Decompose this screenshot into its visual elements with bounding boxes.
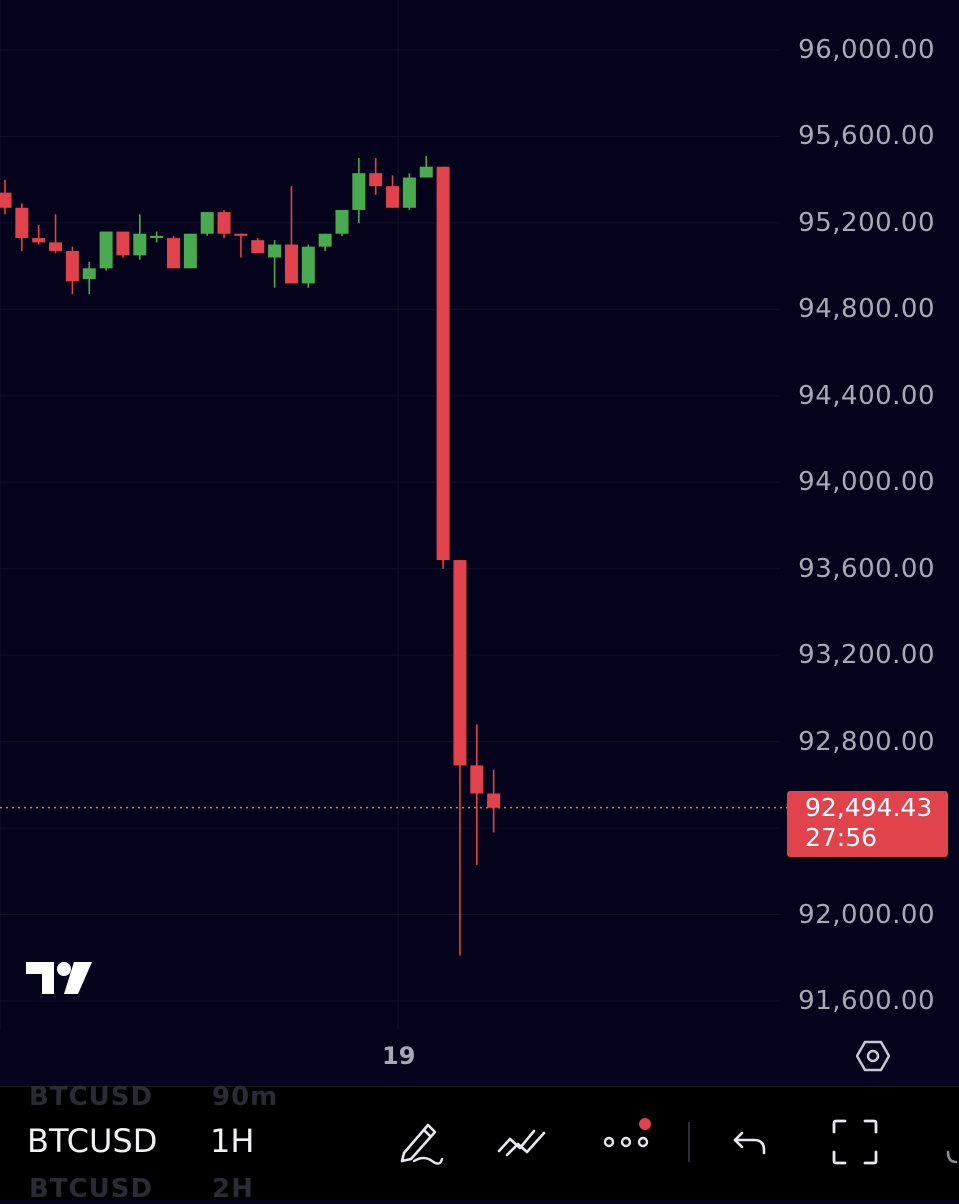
candle-body <box>0 192 12 208</box>
current-price-label: 92,494.43 <box>805 793 933 822</box>
candle-body <box>234 233 248 236</box>
candle <box>133 214 147 260</box>
candle <box>49 214 63 254</box>
candle-body <box>183 233 197 269</box>
candle-body <box>419 166 433 178</box>
candle <box>487 769 501 833</box>
candle <box>32 225 46 245</box>
chart-settings-icon[interactable] <box>855 1039 891 1073</box>
candle <box>82 261 96 295</box>
candle-body <box>487 793 501 808</box>
candle-body <box>352 173 366 210</box>
candle-body <box>32 238 46 243</box>
candle <box>0 179 12 215</box>
candle <box>99 231 113 271</box>
candle-body <box>167 238 180 269</box>
candle <box>335 209 349 236</box>
trend-lines-icon[interactable] <box>496 1117 546 1167</box>
candle <box>352 158 366 223</box>
more-icon[interactable] <box>602 1117 652 1167</box>
interval-button[interactable]: 1H <box>210 1122 255 1160</box>
candle <box>402 173 416 210</box>
candle <box>386 175 400 208</box>
candle <box>200 212 214 236</box>
candle-body <box>251 240 265 254</box>
candle-countdown: 27:56 <box>805 823 878 852</box>
candle-body <box>318 233 332 247</box>
toolbar-divider <box>688 1122 690 1162</box>
candle-body <box>82 268 96 280</box>
pencil-icon[interactable] <box>394 1117 444 1167</box>
symbol-button[interactable]: BTCUSD <box>27 1122 158 1160</box>
candle-body <box>15 207 29 239</box>
candle <box>167 235 180 269</box>
candle <box>150 231 164 243</box>
y-tick-label: 94,400.00 <box>798 380 935 411</box>
candle-body <box>116 231 130 256</box>
y-tick-label: 93,200.00 <box>798 640 935 671</box>
y-tick-label: 92,000.00 <box>798 899 935 930</box>
ghost-interval-next: 2H <box>212 1174 254 1204</box>
candle <box>217 209 231 239</box>
candle-body <box>402 177 416 208</box>
candle <box>369 158 383 195</box>
ghost-symbol-next: BTCUSD <box>29 1174 154 1204</box>
y-tick-label: 92,800.00 <box>798 726 935 757</box>
partial-icon[interactable] <box>944 1140 959 1164</box>
candle-body <box>335 209 349 234</box>
candle-body <box>217 212 231 234</box>
candle-body <box>386 186 400 208</box>
y-tick-label: 95,600.00 <box>798 121 935 152</box>
y-tick-label: 93,600.00 <box>798 553 935 584</box>
candle <box>436 166 450 569</box>
y-tick-label: 94,800.00 <box>798 294 935 325</box>
candle <box>470 724 484 865</box>
candle-body <box>284 244 298 284</box>
candle-body <box>453 560 467 766</box>
tradingview-logo-icon <box>24 960 94 996</box>
current-price-badge: 92,494.43 27:56 <box>787 791 948 857</box>
candle <box>15 203 29 252</box>
candle <box>301 244 315 288</box>
y-tick-label: 94,000.00 <box>798 467 935 498</box>
ghost-interval-prev: 90m <box>212 1082 279 1112</box>
candle-body <box>301 246 315 284</box>
x-tick-label: 19 <box>382 1042 416 1070</box>
chart-area[interactable]: 96,000.00 95,600.00 95,200.00 94,800.00 94,4… <box>0 0 959 1086</box>
y-tick-label: 91,600.00 <box>798 986 935 1016</box>
candle-body <box>369 173 383 187</box>
candle <box>453 560 467 956</box>
candle-body <box>150 235 164 239</box>
candle-body <box>99 231 113 269</box>
candlestick-chart[interactable] <box>0 0 959 1086</box>
candle <box>234 233 248 258</box>
candle <box>318 233 332 252</box>
undo-icon[interactable] <box>726 1117 776 1167</box>
candle <box>284 186 298 284</box>
candle-body <box>200 212 214 234</box>
candle-body <box>470 765 484 794</box>
ghost-symbol-prev: BTCUSD <box>29 1082 154 1112</box>
candle-body <box>436 166 450 561</box>
candle <box>65 246 79 295</box>
candle <box>251 238 265 254</box>
y-tick-label: 96,000.00 <box>798 35 935 65</box>
candle-body <box>65 251 79 282</box>
y-tick-label: 95,200.00 <box>798 207 935 238</box>
candle <box>183 233 197 269</box>
fullscreen-icon[interactable] <box>830 1117 880 1167</box>
candle-body <box>268 244 282 258</box>
candle-body <box>49 242 63 252</box>
candle <box>116 231 130 258</box>
candle <box>268 240 282 288</box>
candle <box>419 155 433 178</box>
bottom-toolbar <box>0 1086 959 1200</box>
candle-body <box>133 233 147 256</box>
